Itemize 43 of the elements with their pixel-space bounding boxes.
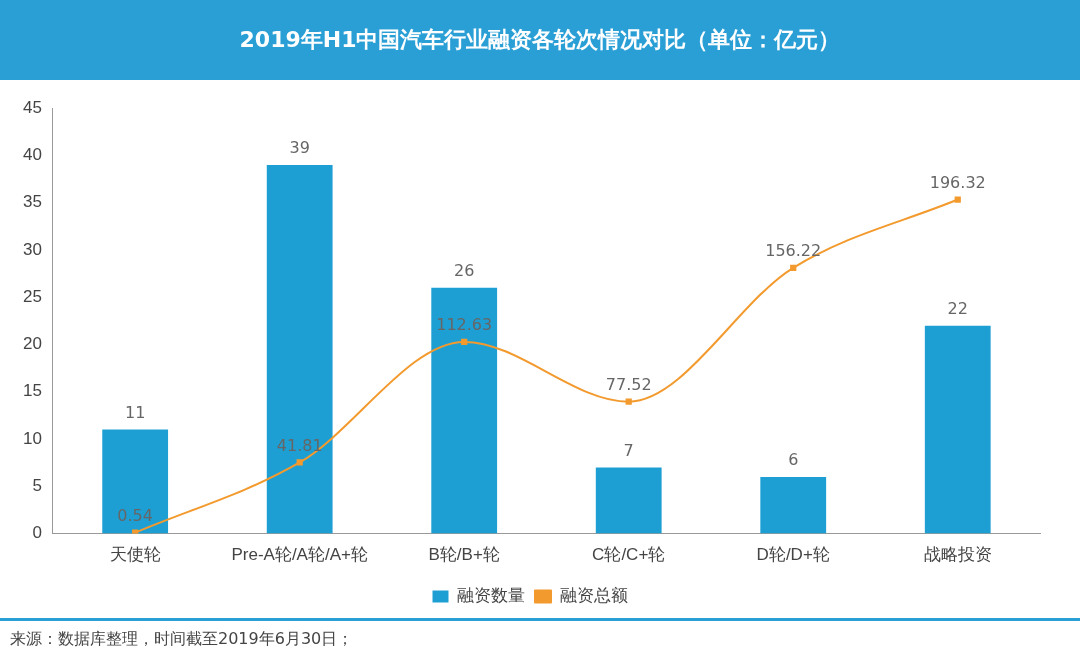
y-tick-label: 20 <box>22 334 42 354</box>
point <box>296 459 303 466</box>
y-tick-label: 0 <box>32 523 42 543</box>
bar <box>431 287 498 534</box>
data-label: 77.52 <box>605 374 652 394</box>
point <box>954 196 961 203</box>
bar <box>102 429 169 534</box>
legend-label: 融资总额 <box>559 586 628 606</box>
y-tick-label: 30 <box>22 239 42 259</box>
data-label: 26 <box>454 260 475 280</box>
y-tick-label: 35 <box>22 192 42 212</box>
x-tick-label: D轮/D+轮 <box>756 545 830 565</box>
y-tick-label: 45 <box>22 97 42 117</box>
data-label: 41.81 <box>276 435 323 455</box>
data-label: 156.22 <box>765 240 822 260</box>
point <box>625 398 632 405</box>
bar <box>760 476 827 534</box>
x-tick-label: 天使轮 <box>109 545 161 565</box>
x-tick-label: Pre-A轮/A轮/A+轮 <box>231 545 368 565</box>
data-label: 11 <box>124 402 146 422</box>
chart-title: 2019年H1中国汽车行业融资各轮次情况对比（单位：亿元） <box>0 0 1080 80</box>
source-note: 来源：数据库整理，时间截至2019年6月30日； <box>0 618 1080 658</box>
data-label: 22 <box>947 298 968 318</box>
data-label: 39 <box>289 138 310 158</box>
x-tick-label: B轮/B+轮 <box>428 545 500 565</box>
y-tick-label: 5 <box>32 476 42 496</box>
y-tick-label: 25 <box>22 286 42 306</box>
bar <box>924 325 991 534</box>
point <box>790 264 797 271</box>
y-tick-label: 15 <box>22 381 42 401</box>
data-label: 0.54 <box>117 505 153 525</box>
x-tick-label: 战略投资 <box>923 545 992 565</box>
y-tick-label: 10 <box>22 428 42 448</box>
data-label: 196.32 <box>929 172 986 192</box>
y-tick-label: 40 <box>22 145 42 165</box>
data-label: 6 <box>788 450 799 470</box>
data-label: 112.63 <box>436 315 493 335</box>
legend-label: 融资数量 <box>457 586 525 606</box>
bar <box>595 467 662 534</box>
x-tick-label: C轮/C+轮 <box>592 545 666 565</box>
point <box>461 338 468 346</box>
bar <box>266 164 333 534</box>
data-label: 7 <box>623 440 634 460</box>
